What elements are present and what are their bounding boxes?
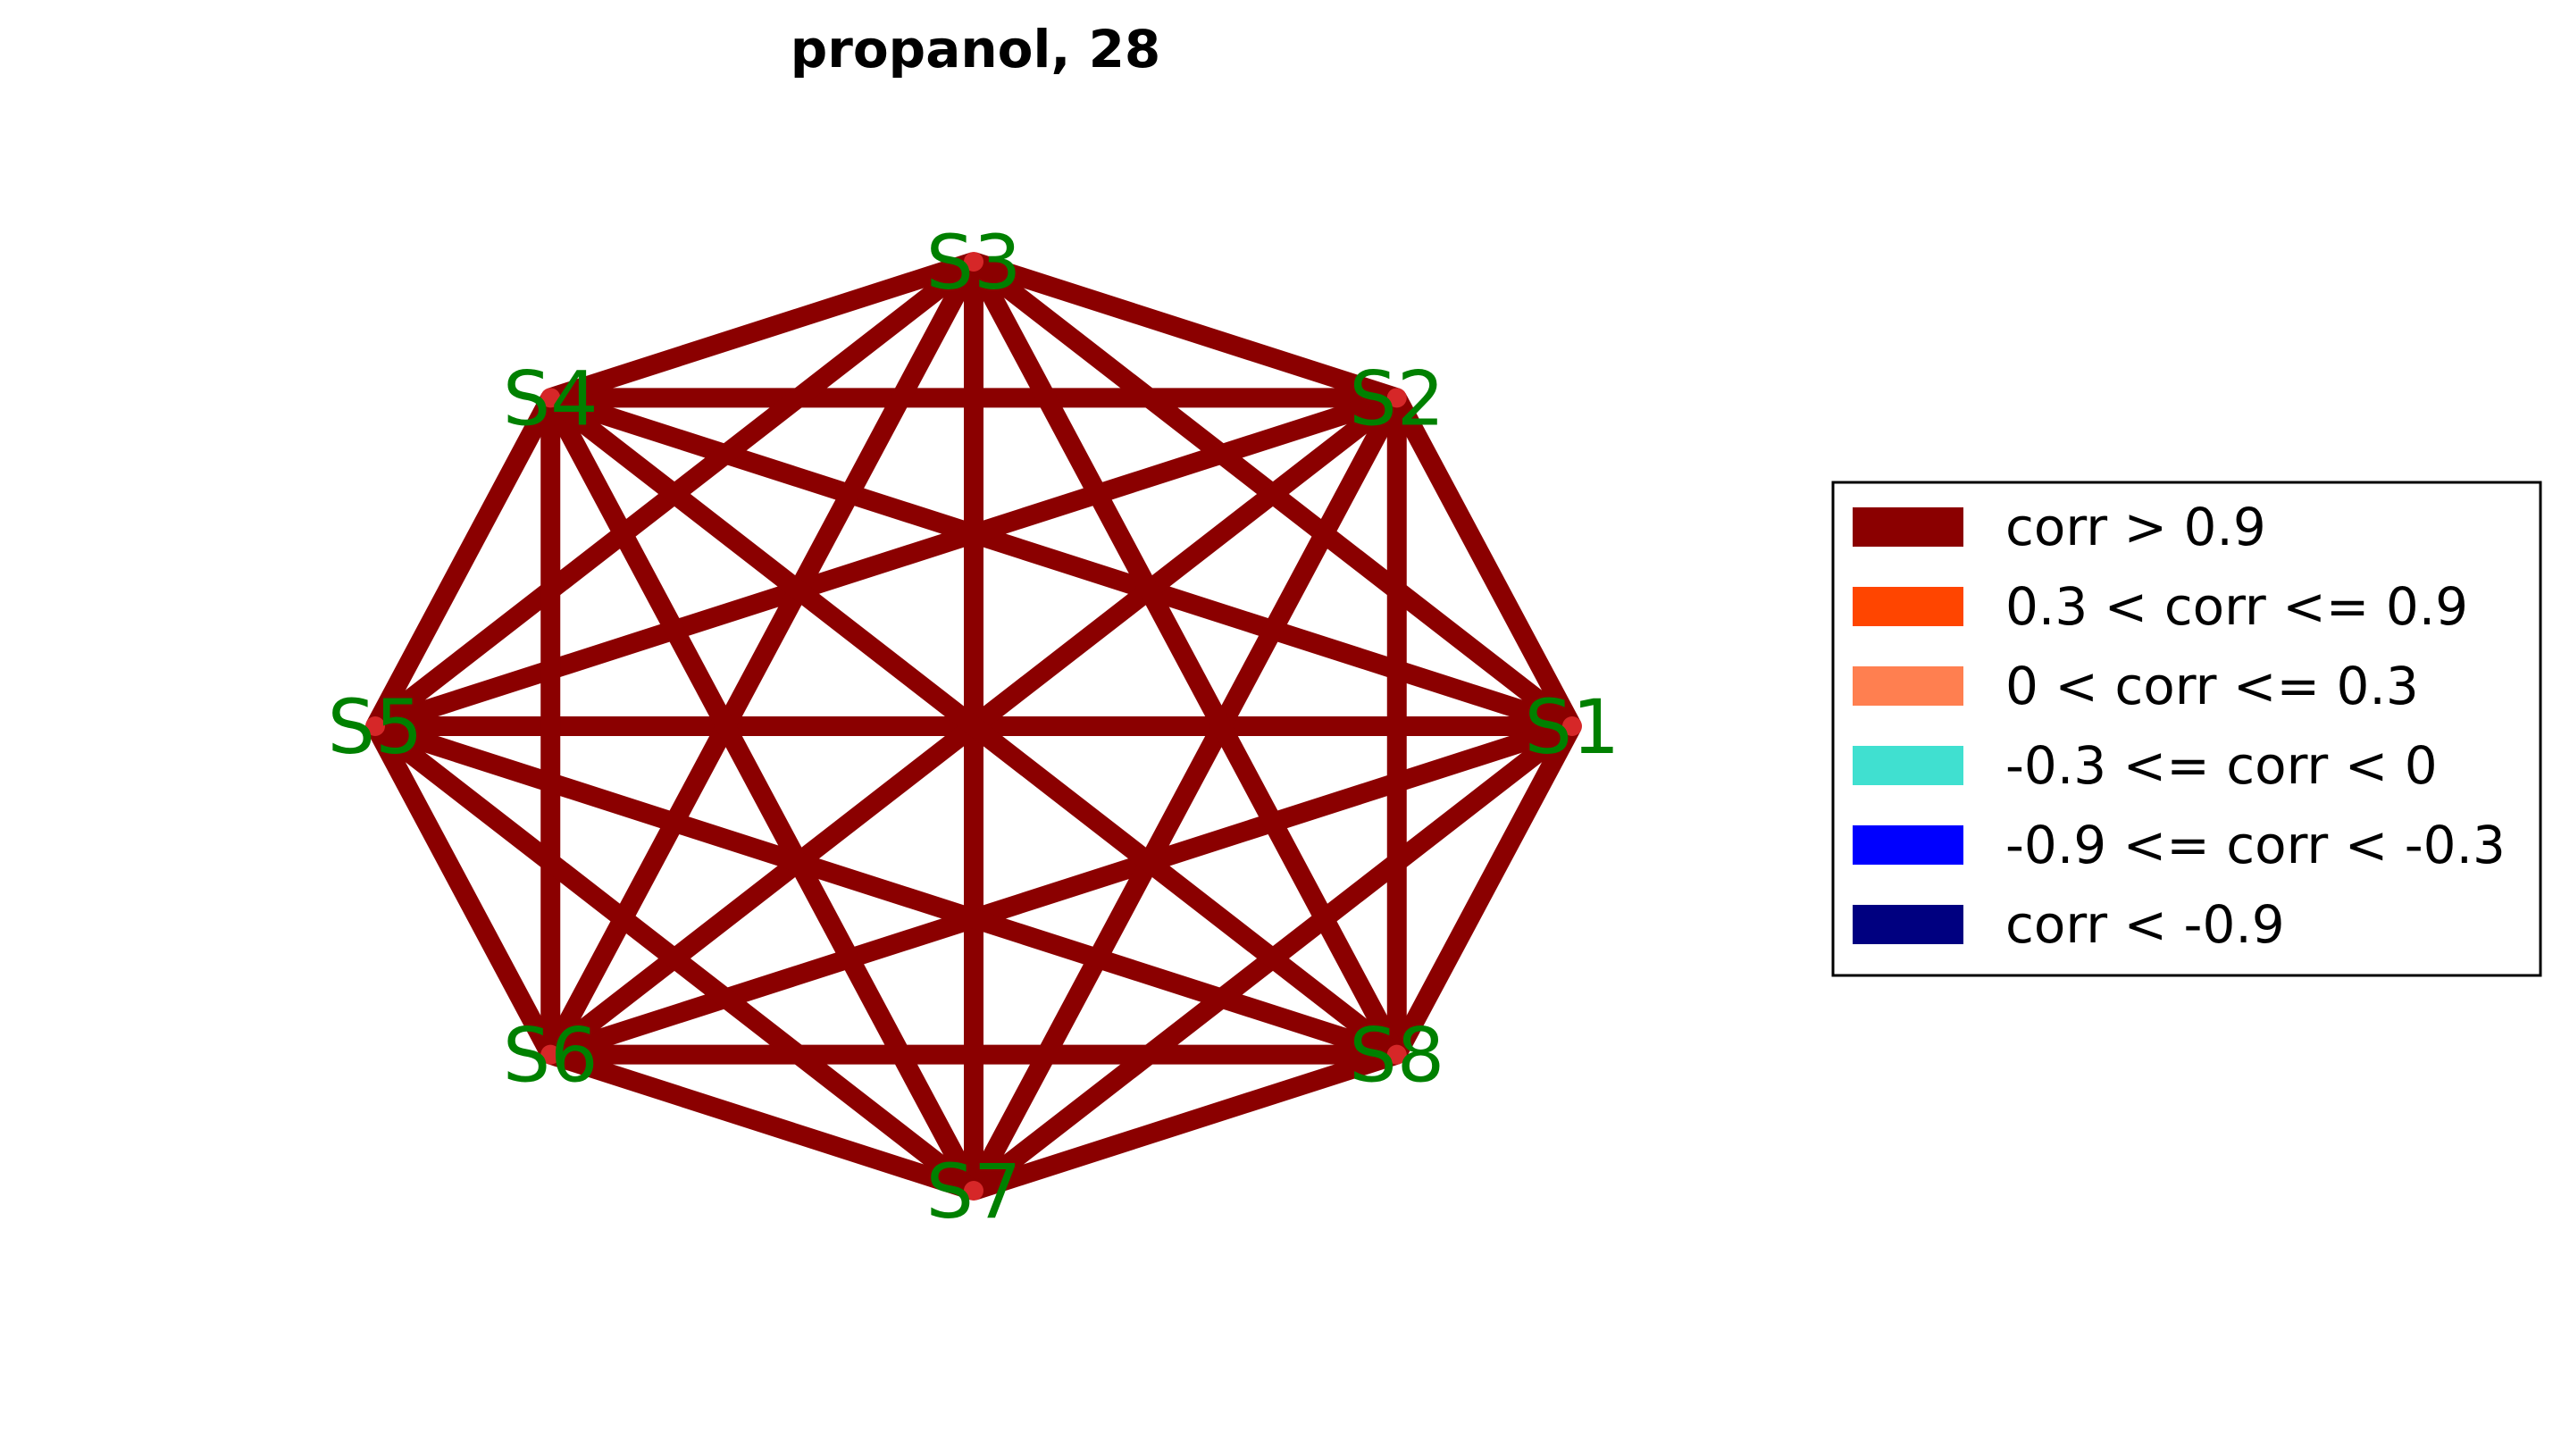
node-s4: [540, 388, 561, 408]
edge-s7-s8: [970, 1045, 1401, 1201]
legend-entries: corr > 0.9 0.3 < corr <= 0.9 0 < corr <= 0…: [1853, 497, 2506, 955]
legend-swatch-1: [1853, 507, 1963, 547]
node-label-s8: S8: [1349, 1012, 1444, 1100]
edge-s3-s4: [547, 252, 977, 407]
edge-s1-s8: [1388, 721, 1581, 1059]
legend-swatch-2: [1853, 587, 1963, 626]
node-label-s2: S2: [1349, 355, 1444, 442]
node-s2: [1386, 388, 1407, 408]
node-s7: [964, 1180, 983, 1201]
legend-label-3: 0 < corr <= 0.3: [2005, 656, 2419, 716]
node-s8: [1386, 1044, 1407, 1065]
legend-swatch-5: [1853, 825, 1963, 865]
legend: corr > 0.9 0.3 < corr <= 0.9 0 < corr <= 0…: [1831, 481, 2542, 977]
edge-s4-s8: [544, 389, 1403, 1063]
edge-s3-s8: [965, 256, 1406, 1059]
edge-s4-s5: [366, 393, 559, 732]
node-labels-layer: S1 S2 S3 S4 S5 S6 S7 S8: [328, 219, 1620, 1235]
legend-frame: [1831, 481, 2542, 977]
edge-s1-s2: [1388, 393, 1581, 732]
edge-s5-s6: [366, 721, 559, 1059]
node-label-s1: S1: [1525, 683, 1620, 771]
node-label-s6: S6: [503, 1012, 598, 1100]
node-s5: [365, 716, 385, 736]
node-s3: [964, 252, 983, 272]
node-label-s5: S5: [328, 683, 423, 771]
edges-layer: [366, 252, 1581, 1201]
node-label-s4: S4: [503, 355, 598, 442]
legend-label-5: -0.9 <= corr < -0.3: [2005, 815, 2506, 875]
legend-label-6: corr < -0.9: [2005, 894, 2285, 955]
node-label-s7: S7: [926, 1148, 1022, 1235]
node-s6: [540, 1044, 561, 1065]
legend-swatch-3: [1853, 666, 1963, 706]
nodes-layer: [365, 252, 1582, 1201]
edge-s2-s3: [970, 252, 1401, 407]
node-label-s3: S3: [926, 219, 1022, 306]
edge-s6-s7: [547, 1045, 977, 1201]
legend-label-1: corr > 0.9: [2005, 497, 2266, 557]
edge-s5-s8: [372, 716, 1401, 1065]
legend-label-2: 0.3 < corr <= 0.9: [2005, 576, 2468, 637]
legend-label-4: -0.3 <= corr < 0: [2005, 735, 2438, 796]
edge-s5-s7: [369, 718, 980, 1199]
node-s1: [1562, 716, 1582, 736]
figure-title: propanol, 28: [791, 19, 1161, 79]
legend-swatch-6: [1853, 905, 1963, 944]
legend-swatch-4: [1853, 746, 1963, 785]
